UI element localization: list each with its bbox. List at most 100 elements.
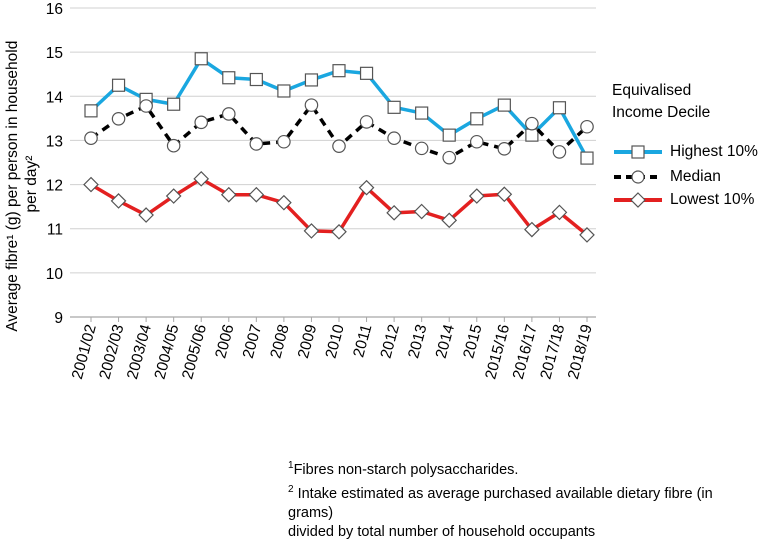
data-point (83, 176, 99, 193)
data-series (83, 52, 595, 243)
x-tick-label: 2004/05 (152, 323, 183, 382)
data-point (138, 207, 154, 223)
y-tick-label: 11 (47, 222, 63, 239)
data-point (359, 115, 374, 129)
data-point (84, 104, 98, 118)
x-tick-label: 2001/02 (69, 323, 100, 382)
legend-marker-highest (614, 145, 662, 159)
y-tick-label: 9 (54, 310, 63, 327)
data-point (580, 151, 594, 165)
y-tick-label: 14 (46, 89, 64, 106)
y-axis-label-line1: Average fibre¹ (g) per person in househo… (4, 41, 21, 332)
y-tick-label: 12 (46, 178, 63, 195)
x-tick-label: 2015/16 (482, 323, 513, 382)
data-point (331, 223, 347, 240)
data-point (386, 204, 402, 221)
data-point (166, 138, 181, 153)
y-tick-label: 16 (46, 1, 63, 18)
data-point (139, 99, 153, 113)
data-point (442, 128, 456, 142)
footnotes: 1Fibres non-starch polysaccharides. 2 In… (288, 456, 760, 542)
data-point (332, 139, 346, 153)
x-tick-label: 2005/06 (179, 323, 210, 382)
data-point (220, 186, 237, 203)
y-tick-label: 13 (46, 133, 63, 150)
series-lowest-10- (83, 170, 595, 243)
data-point (277, 84, 291, 98)
data-point (194, 52, 208, 66)
data-point (111, 78, 126, 92)
data-point (249, 137, 264, 151)
legend-label-highest: Highest 10% (670, 143, 758, 160)
x-tick-label: 2015 (460, 323, 485, 361)
data-point (167, 97, 181, 111)
data-point (552, 145, 567, 159)
gridlines (70, 7, 596, 274)
x-tick-label: 2018/19 (565, 323, 596, 382)
data-point (222, 71, 236, 85)
data-point (551, 204, 568, 221)
data-point (221, 107, 236, 121)
data-point (497, 142, 512, 156)
x-tick-label: 2017/18 (537, 323, 568, 382)
data-point (469, 134, 484, 149)
x-tick-label: 2013 (405, 323, 430, 361)
legend-marker-median (614, 170, 662, 184)
legend-item-lowest: Lowest 10% (612, 190, 754, 210)
data-point (165, 188, 182, 204)
legend-title: Equivalised Income Decile (612, 80, 710, 124)
x-tick-label: 2014 (433, 322, 458, 360)
data-point (249, 72, 263, 87)
data-point (84, 131, 98, 146)
data-point (441, 212, 458, 229)
data-point (468, 188, 485, 204)
y-axis-label-line2: per day² (23, 156, 40, 213)
data-point (110, 193, 127, 209)
x-tick-label: 2009 (295, 323, 320, 361)
data-point (111, 111, 126, 126)
x-tick-label: 2002/03 (96, 323, 127, 382)
data-point (193, 170, 210, 187)
data-point (525, 128, 539, 142)
data-point (414, 141, 429, 156)
x-tick-label: 2010 (323, 322, 348, 360)
data-point (304, 73, 319, 87)
data-point (358, 179, 375, 196)
x-tick-label: 2007 (240, 323, 265, 361)
data-point (524, 221, 540, 238)
legend-item-median: Median (612, 167, 721, 187)
data-point (194, 115, 209, 130)
y-axis-label: Average fibre¹ (g) per person in househo… (4, 36, 40, 331)
series-highest-10- (84, 52, 594, 165)
data-point (332, 64, 346, 78)
legend-label-median: Median (670, 168, 721, 185)
data-point (580, 119, 594, 134)
data-point (552, 101, 567, 115)
y-axis-tick-labels: 9 10 11 12 13 14 15 16 (46, 1, 64, 327)
data-point (387, 100, 401, 114)
x-tick-label: 2011 (350, 323, 375, 360)
series-median (84, 98, 594, 165)
data-point (413, 203, 430, 220)
data-point (277, 134, 291, 149)
data-point (470, 112, 484, 126)
x-tick-label: 2006 (212, 323, 237, 361)
legend-label-lowest: Lowest 10% (670, 191, 755, 208)
footnote-2: 2 Intake estimated as average purchased … (288, 483, 713, 521)
data-point (276, 194, 292, 211)
data-point (497, 98, 511, 112)
data-point (303, 223, 320, 239)
data-point (359, 66, 374, 80)
data-point (387, 131, 401, 146)
legend-item-highest: Highest 10% (612, 142, 758, 162)
data-point (304, 98, 319, 112)
legend-marker-lowest (614, 192, 662, 208)
x-tick-label: 2008 (267, 323, 292, 361)
y-tick-label: 10 (46, 266, 64, 283)
data-point (525, 116, 539, 131)
footnote-1: 1Fibres non-starch polysaccharides. (288, 460, 519, 478)
legend-title-line2: Income Decile (612, 104, 711, 121)
data-point (579, 227, 595, 243)
